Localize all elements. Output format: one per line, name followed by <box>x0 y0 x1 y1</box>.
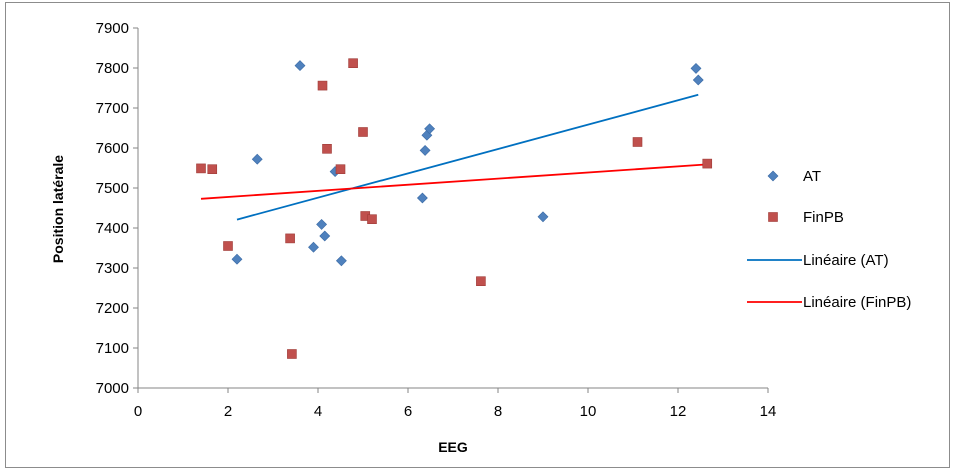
data-point <box>322 144 332 154</box>
trendline <box>200 163 708 200</box>
x-tick-label: 14 <box>760 403 777 420</box>
x-tick-label: 12 <box>670 403 687 420</box>
data-point <box>207 164 218 174</box>
y-tick-label: 7200 <box>96 300 129 317</box>
data-point <box>287 349 297 359</box>
y-tick-label: 7500 <box>96 180 129 197</box>
x-tick-label: 10 <box>580 403 597 420</box>
axes: 7000 7100 7200 7300 7400 7500 7600 7700 7800 7900… <box>96 20 777 420</box>
data-point <box>537 211 549 223</box>
data-point <box>251 153 263 165</box>
data-point <box>294 60 306 72</box>
y-tick-label: 7700 <box>96 100 129 117</box>
data-point <box>702 158 713 169</box>
legend-marker <box>767 170 779 182</box>
legend-label: FinPB <box>803 209 844 226</box>
x-tick-label: 8 <box>494 403 502 420</box>
data-point <box>692 74 704 86</box>
data-point <box>317 80 328 91</box>
y-tick-label: 7800 <box>96 60 129 77</box>
y-tick-label: 7400 <box>96 220 129 237</box>
y-tick-label: 7900 <box>96 20 129 37</box>
x-axis-title: EEG <box>438 439 468 455</box>
legend: AT FinPB Linéaire (AT) Linéaire (FinPB) <box>747 168 911 311</box>
x-tick-label: 2 <box>224 403 232 420</box>
trendline <box>236 93 699 221</box>
chart-frame <box>5 2 950 468</box>
data-point <box>632 137 643 147</box>
data-point <box>348 58 358 69</box>
data-point <box>285 233 295 244</box>
data-points <box>196 58 713 359</box>
legend-marker <box>768 212 778 222</box>
data-point <box>367 214 377 224</box>
data-point <box>335 255 347 267</box>
y-tick-label: 7100 <box>96 340 129 357</box>
legend-label: Linéaire (FinPB) <box>803 294 911 311</box>
data-point <box>223 241 233 251</box>
legend-label: Linéaire (AT) <box>803 252 889 269</box>
data-point <box>308 241 319 253</box>
y-tick-label: 7300 <box>96 260 129 277</box>
legend-label: AT <box>803 168 821 185</box>
data-point <box>231 253 243 265</box>
data-point <box>416 192 428 204</box>
data-point <box>316 218 328 230</box>
data-point <box>476 276 486 287</box>
trendlines <box>200 93 708 221</box>
x-tick-label: 4 <box>314 403 322 420</box>
data-point <box>419 144 431 156</box>
x-tick-label: 0 <box>134 403 142 420</box>
data-point <box>358 127 368 137</box>
y-tick-label: 7000 <box>96 380 129 397</box>
data-point <box>690 62 702 74</box>
data-point <box>424 123 436 135</box>
y-axis-title: Position latérale <box>50 155 66 263</box>
x-tick-label: 6 <box>404 403 412 420</box>
data-point <box>196 163 206 174</box>
data-point <box>335 164 346 174</box>
data-point <box>319 230 331 242</box>
y-tick-label: 7600 <box>96 140 129 157</box>
